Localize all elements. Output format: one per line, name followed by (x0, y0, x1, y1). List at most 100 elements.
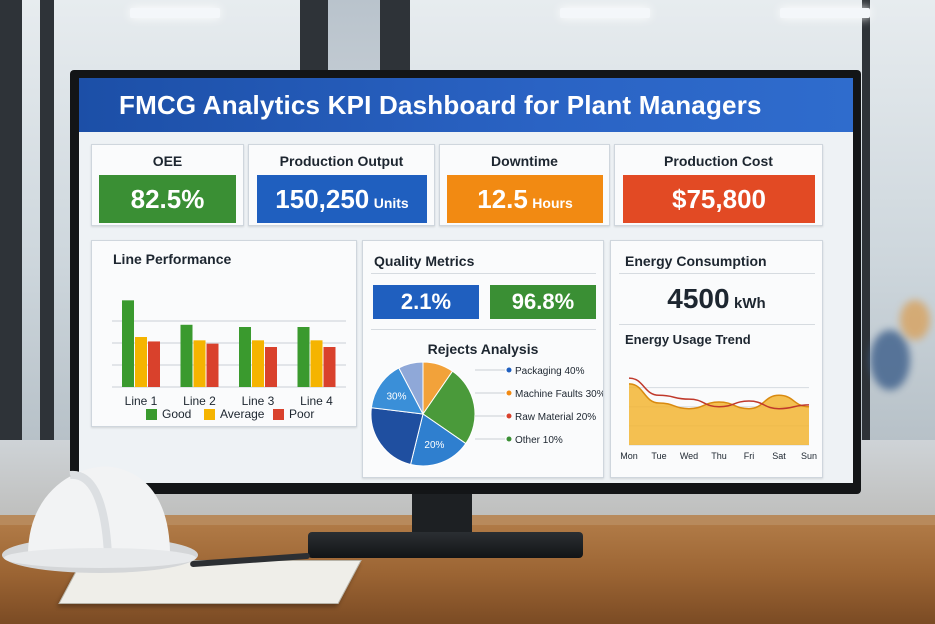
legend-swatch (204, 409, 215, 421)
x-tick-label: Sat (772, 451, 786, 461)
kpi-label: Production Cost (664, 153, 773, 169)
legend-label: Poor (289, 407, 315, 421)
background-worker (900, 300, 930, 340)
bar-poor (265, 347, 277, 387)
legend-label: Good (162, 407, 192, 421)
legend-swatch (146, 409, 157, 421)
x-tick-label: Fri (744, 451, 755, 461)
energy-value: 4500 (667, 283, 730, 314)
x-tick-label: Tue (651, 451, 666, 461)
panel-title: Energy Consumption (625, 253, 767, 269)
kpi-value-box: $75,800 (623, 175, 815, 223)
line-performance-chart: Line 1 Line 2 Line 3 Line 4 (112, 300, 346, 408)
bar-good (122, 300, 134, 387)
kpi-value: 12.5 (477, 184, 528, 214)
dashboard-header: FMCG Analytics KPI Dashboard for Plant M… (79, 78, 853, 132)
pie-slice-label: 30% (386, 392, 406, 403)
kpi-card-oee[interactable]: OEE 82.5% (91, 144, 244, 226)
kpi-card-production-cost[interactable]: Production Cost $75,800 (614, 144, 823, 226)
legend-average: Average (204, 407, 264, 421)
kpi-label: OEE (152, 153, 183, 169)
legend-bullet (506, 413, 512, 419)
kpi-unit: Hours (532, 195, 573, 211)
bar-poor (206, 343, 219, 387)
x-tick-label: Sun (801, 451, 817, 461)
pie-legend-label: Machine Faults 30% (515, 389, 603, 400)
line-performance-panel[interactable]: Line Performance Line 1 Line 2 Line 3 Line … (91, 240, 357, 427)
x-tick-label: Mon (620, 451, 638, 461)
pie-slice (370, 367, 424, 415)
kpi-card-downtime[interactable]: Downtime 12.5 Hours (439, 144, 610, 226)
legend-label: Average (220, 407, 265, 421)
bar-average (252, 340, 264, 387)
kpi-label: Downtime (491, 153, 558, 169)
ceiling-light (130, 8, 220, 18)
kpi-value-box: 82.5% (99, 175, 236, 223)
kpi-value-box: 12.5 Hours (447, 175, 603, 223)
area-line (628, 383, 810, 410)
legend-bullet (506, 367, 512, 373)
panel-title: Quality Metrics (374, 253, 475, 269)
background-worker (870, 330, 910, 390)
kpi-card-production-output[interactable]: Production Output 150,250 Units (248, 144, 435, 226)
pie-legend-label: Raw Material 20% (515, 412, 596, 423)
reject-rate-value: 2.1% (373, 285, 479, 319)
divider (619, 324, 815, 325)
window-frame (0, 0, 22, 440)
divider (371, 329, 596, 330)
x-tick-label: Line 2 (183, 394, 216, 408)
quality-metrics-panel[interactable]: Quality Metrics 2.1% 96.8% Rejects Analy… (362, 240, 604, 478)
legend-bullet (506, 390, 512, 396)
panel-title: Line Performance (113, 251, 232, 267)
monitor-stand-base (308, 532, 583, 558)
rejects-analysis-title: Rejects Analysis (427, 341, 539, 357)
page-title: FMCG Analytics KPI Dashboard for Plant M… (119, 90, 762, 120)
bar-good (180, 324, 193, 387)
legend-swatch (273, 409, 284, 421)
energy-trend-chart: Mon Tue Wed Thu Fri Sat Sun (620, 377, 817, 461)
dashboard-screen: FMCG Analytics KPI Dashboard for Plant M… (79, 78, 853, 483)
bar-good (239, 327, 251, 387)
trend-line (628, 377, 810, 410)
legend-bullet (506, 436, 512, 442)
rejects-pie-chart: 20% 30% Packaging 40% Machine Faults 30% Raw… (370, 361, 603, 467)
bar-poor (148, 341, 160, 387)
area-fill (629, 383, 809, 445)
window-frame (40, 0, 54, 440)
energy-trend-title: Energy Usage Trend (625, 332, 751, 347)
monitor-stand-neck (412, 494, 472, 534)
bar-average (193, 340, 206, 387)
ceiling-light (780, 8, 870, 18)
kpi-value: $75,800 (672, 184, 766, 214)
energy-panel[interactable]: Energy Consumption 4500 kWh Energy Usage… (610, 240, 823, 478)
divider (619, 273, 815, 274)
kpi-label: Production Output (279, 153, 404, 169)
kpi-value-box: 150,250 Units (257, 175, 427, 223)
pie-legend-label: Other 10% (515, 435, 563, 446)
pie-slice (409, 413, 467, 467)
x-tick-label: Line 3 (242, 394, 275, 408)
kpi-value: 150,250 (275, 184, 370, 214)
window-frame (862, 0, 870, 440)
pie-slice (422, 370, 476, 445)
bar-average (135, 337, 147, 387)
energy-value-row: 4500 kWh (611, 283, 822, 315)
bar-average (310, 340, 323, 387)
legend-poor: Poor (273, 407, 314, 421)
kpi-value: 82.5% (130, 184, 205, 214)
x-tick-label: Line 1 (125, 394, 158, 408)
x-tick-label: Wed (680, 451, 698, 461)
bar-good (297, 327, 310, 387)
x-tick-label: Line 4 (300, 394, 333, 408)
hard-hat-icon (2, 466, 198, 573)
pie-legend-label: Packaging 40% (515, 366, 585, 377)
pie-slice (370, 407, 424, 466)
energy-unit: kWh (734, 295, 766, 312)
pie-slice-label: 20% (424, 440, 444, 451)
yield-value: 96.8% (490, 285, 596, 319)
bar-poor (323, 347, 336, 387)
ceiling-light (560, 8, 650, 18)
pie-slice (398, 361, 424, 415)
x-tick-label: Thu (711, 451, 727, 461)
kpi-unit: Units (373, 195, 409, 211)
